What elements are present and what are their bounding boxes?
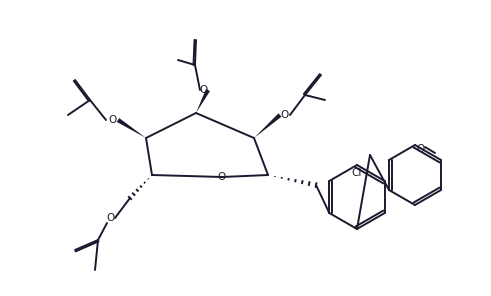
Text: Cl: Cl — [352, 168, 362, 178]
Polygon shape — [117, 118, 146, 138]
Text: O: O — [106, 213, 114, 223]
Text: O: O — [199, 85, 207, 95]
Text: O: O — [108, 115, 116, 125]
Text: O: O — [417, 144, 425, 154]
Polygon shape — [254, 113, 281, 138]
Polygon shape — [196, 89, 210, 113]
Text: O: O — [218, 172, 226, 182]
Text: O: O — [281, 110, 289, 120]
